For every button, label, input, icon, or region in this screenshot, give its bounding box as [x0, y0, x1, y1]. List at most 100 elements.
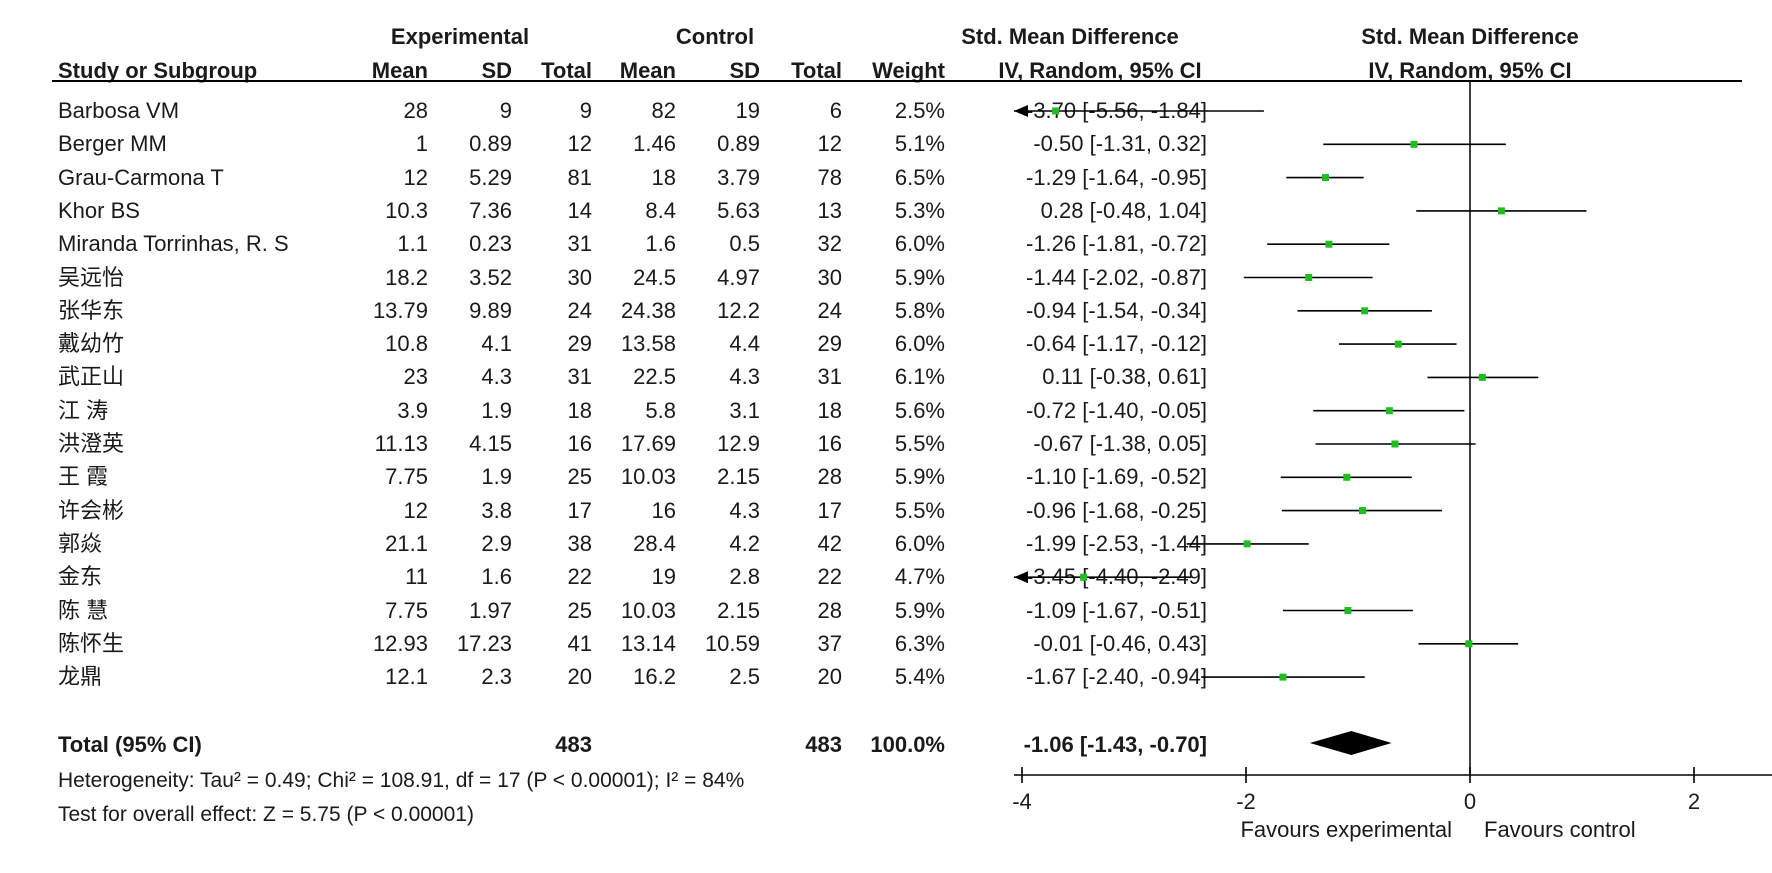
cell-c-sd: 19 — [735, 98, 760, 123]
cell-c-mean: 22.5 — [633, 364, 676, 390]
cell-e-sd: 4.3 — [481, 364, 512, 390]
cell-e-mean: 12.93 — [372, 630, 428, 656]
cell-c-mean: 17.69 — [620, 431, 676, 456]
cell-ci-text: -1.26 [-1.81, -0.72] — [1026, 231, 1207, 257]
cell-e-total: 18 — [567, 397, 592, 423]
cell-c-total: 28 — [817, 597, 842, 623]
cell-weight: 2.5% — [894, 98, 945, 123]
cell-c-mean: 16 — [651, 497, 676, 523]
plot-column-header: Std. Mean Difference — [1361, 24, 1579, 49]
cell-weight: 5.4% — [894, 664, 945, 690]
cell-name: 许会彬 — [58, 497, 125, 523]
study-point — [1497, 207, 1505, 215]
cell-c-sd: 2.5 — [729, 664, 760, 690]
study-point — [1344, 607, 1352, 614]
cell-c-mean: 13.58 — [620, 331, 676, 357]
cell-e-total: 31 — [567, 364, 592, 390]
cell-e-total: 38 — [567, 530, 592, 556]
cell-name: Barbosa VM — [58, 98, 180, 123]
cell-weight: 5.8% — [894, 297, 945, 323]
x-tick-label: -2 — [1236, 789, 1256, 814]
study-point — [1325, 240, 1333, 248]
cell-name: Berger MM — [58, 131, 167, 157]
cell-e-mean: 7.75 — [385, 597, 428, 623]
cell-e-sd: 1.6 — [481, 564, 512, 590]
cell-e-sd: 4.1 — [481, 331, 512, 357]
cell-e-total: 25 — [567, 597, 592, 623]
study-point — [1358, 507, 1366, 515]
cell-name: 武正山 — [58, 364, 125, 390]
cell-e-sd: 9 — [499, 98, 512, 123]
cell-c-sd: 10.59 — [704, 630, 760, 656]
cell-c-total: 12 — [817, 131, 842, 157]
study-point — [1394, 340, 1402, 348]
cell-c-total: 78 — [817, 164, 842, 190]
cell-name: 吴远怡 — [58, 264, 125, 290]
ci-arrow-left — [1014, 571, 1028, 584]
cell-c-total: 20 — [817, 664, 842, 690]
cell-e-total: 31 — [567, 231, 592, 257]
total-ctl-n: 483 — [805, 732, 842, 757]
cell-ci-text: 0.28 [-0.48, 1.04] — [1040, 197, 1207, 223]
cell-ci-text: -0.96 [-1.68, -0.25] — [1026, 497, 1207, 523]
heterogeneity-text: Heterogeneity: Tau² = 0.49; Chi² = 108.9… — [58, 769, 745, 792]
study-point — [1391, 440, 1399, 448]
cell-e-total: 41 — [567, 630, 592, 656]
study-point — [1478, 373, 1486, 381]
cell-c-sd: 0.89 — [717, 131, 760, 157]
cell-weight: 6.1% — [894, 364, 945, 390]
cell-name: 陈 慧 — [58, 597, 109, 623]
cell-e-total: 29 — [567, 331, 592, 357]
x-tick-label: -4 — [1012, 789, 1032, 814]
cell-e-sd: 1.9 — [481, 397, 512, 423]
header-rule — [52, 80, 1742, 82]
cell-e-mean: 10.8 — [385, 331, 428, 357]
cell-weight: 5.9% — [894, 464, 945, 490]
x-tick-label: 2 — [1688, 789, 1700, 814]
cell-c-mean: 24.5 — [633, 264, 676, 290]
cell-name: Grau-Carmona T — [58, 164, 224, 190]
cell-weight: 6.0% — [894, 231, 945, 257]
cell-c-total: 6 — [829, 98, 842, 123]
favours-left-label: Favours experimental — [1240, 817, 1452, 842]
cell-e-sd: 0.89 — [469, 131, 512, 157]
cell-name: 王 霞 — [58, 464, 109, 490]
group-header-control: Control — [675, 24, 755, 49]
cell-e-sd: 7.36 — [469, 197, 512, 223]
cell-ci-text: -0.50 [-1.31, 0.32] — [1033, 131, 1207, 157]
cell-ci-text: -1.44 [-2.02, -0.87] — [1026, 264, 1207, 290]
cell-name: 金东 — [58, 564, 103, 590]
exp-sd-header: SD — [481, 58, 512, 83]
smd-method-header: IV, Random, 95% CI — [998, 58, 1202, 83]
study-point — [1052, 107, 1060, 115]
cell-e-sd: 2.9 — [481, 530, 512, 556]
cell-c-total: 42 — [817, 530, 842, 556]
total-label: Total (95% CI) — [58, 732, 202, 757]
cell-ci-text: 0.11 [-0.38, 0.61] — [1042, 364, 1207, 390]
group-header-experimental: Experimental — [390, 24, 530, 49]
cell-weight: 5.3% — [894, 197, 945, 223]
study-point — [1410, 140, 1418, 148]
cell-c-total: 13 — [817, 197, 842, 223]
study-point — [1322, 174, 1330, 182]
cell-e-mean: 11 — [405, 564, 428, 590]
cell-weight: 4.7% — [894, 564, 945, 590]
study-point — [1385, 407, 1393, 415]
cell-ci-text: -1.09 [-1.67, -0.51] — [1026, 597, 1207, 623]
cell-name: 陈怀生 — [58, 630, 125, 656]
cell-c-sd: 0.5 — [729, 231, 760, 257]
cell-c-total: 16 — [817, 431, 842, 456]
cell-e-total: 30 — [567, 264, 592, 290]
cell-e-mean: 10.3 — [385, 197, 428, 223]
cell-name: Miranda Torrinhas, R. S — [58, 231, 289, 257]
cell-c-sd: 2.8 — [729, 564, 760, 590]
cell-e-total: 24 — [567, 297, 592, 323]
cell-e-total: 25 — [567, 464, 592, 490]
cell-e-sd: 5.29 — [469, 164, 512, 190]
cell-c-total: 24 — [817, 297, 842, 323]
cell-ci-text: -0.64 [-1.17, -0.12] — [1026, 331, 1207, 357]
cell-e-mean: 1.1 — [397, 231, 428, 257]
cell-e-mean: 13.79 — [372, 297, 428, 323]
cell-e-sd: 0.23 — [469, 231, 512, 257]
